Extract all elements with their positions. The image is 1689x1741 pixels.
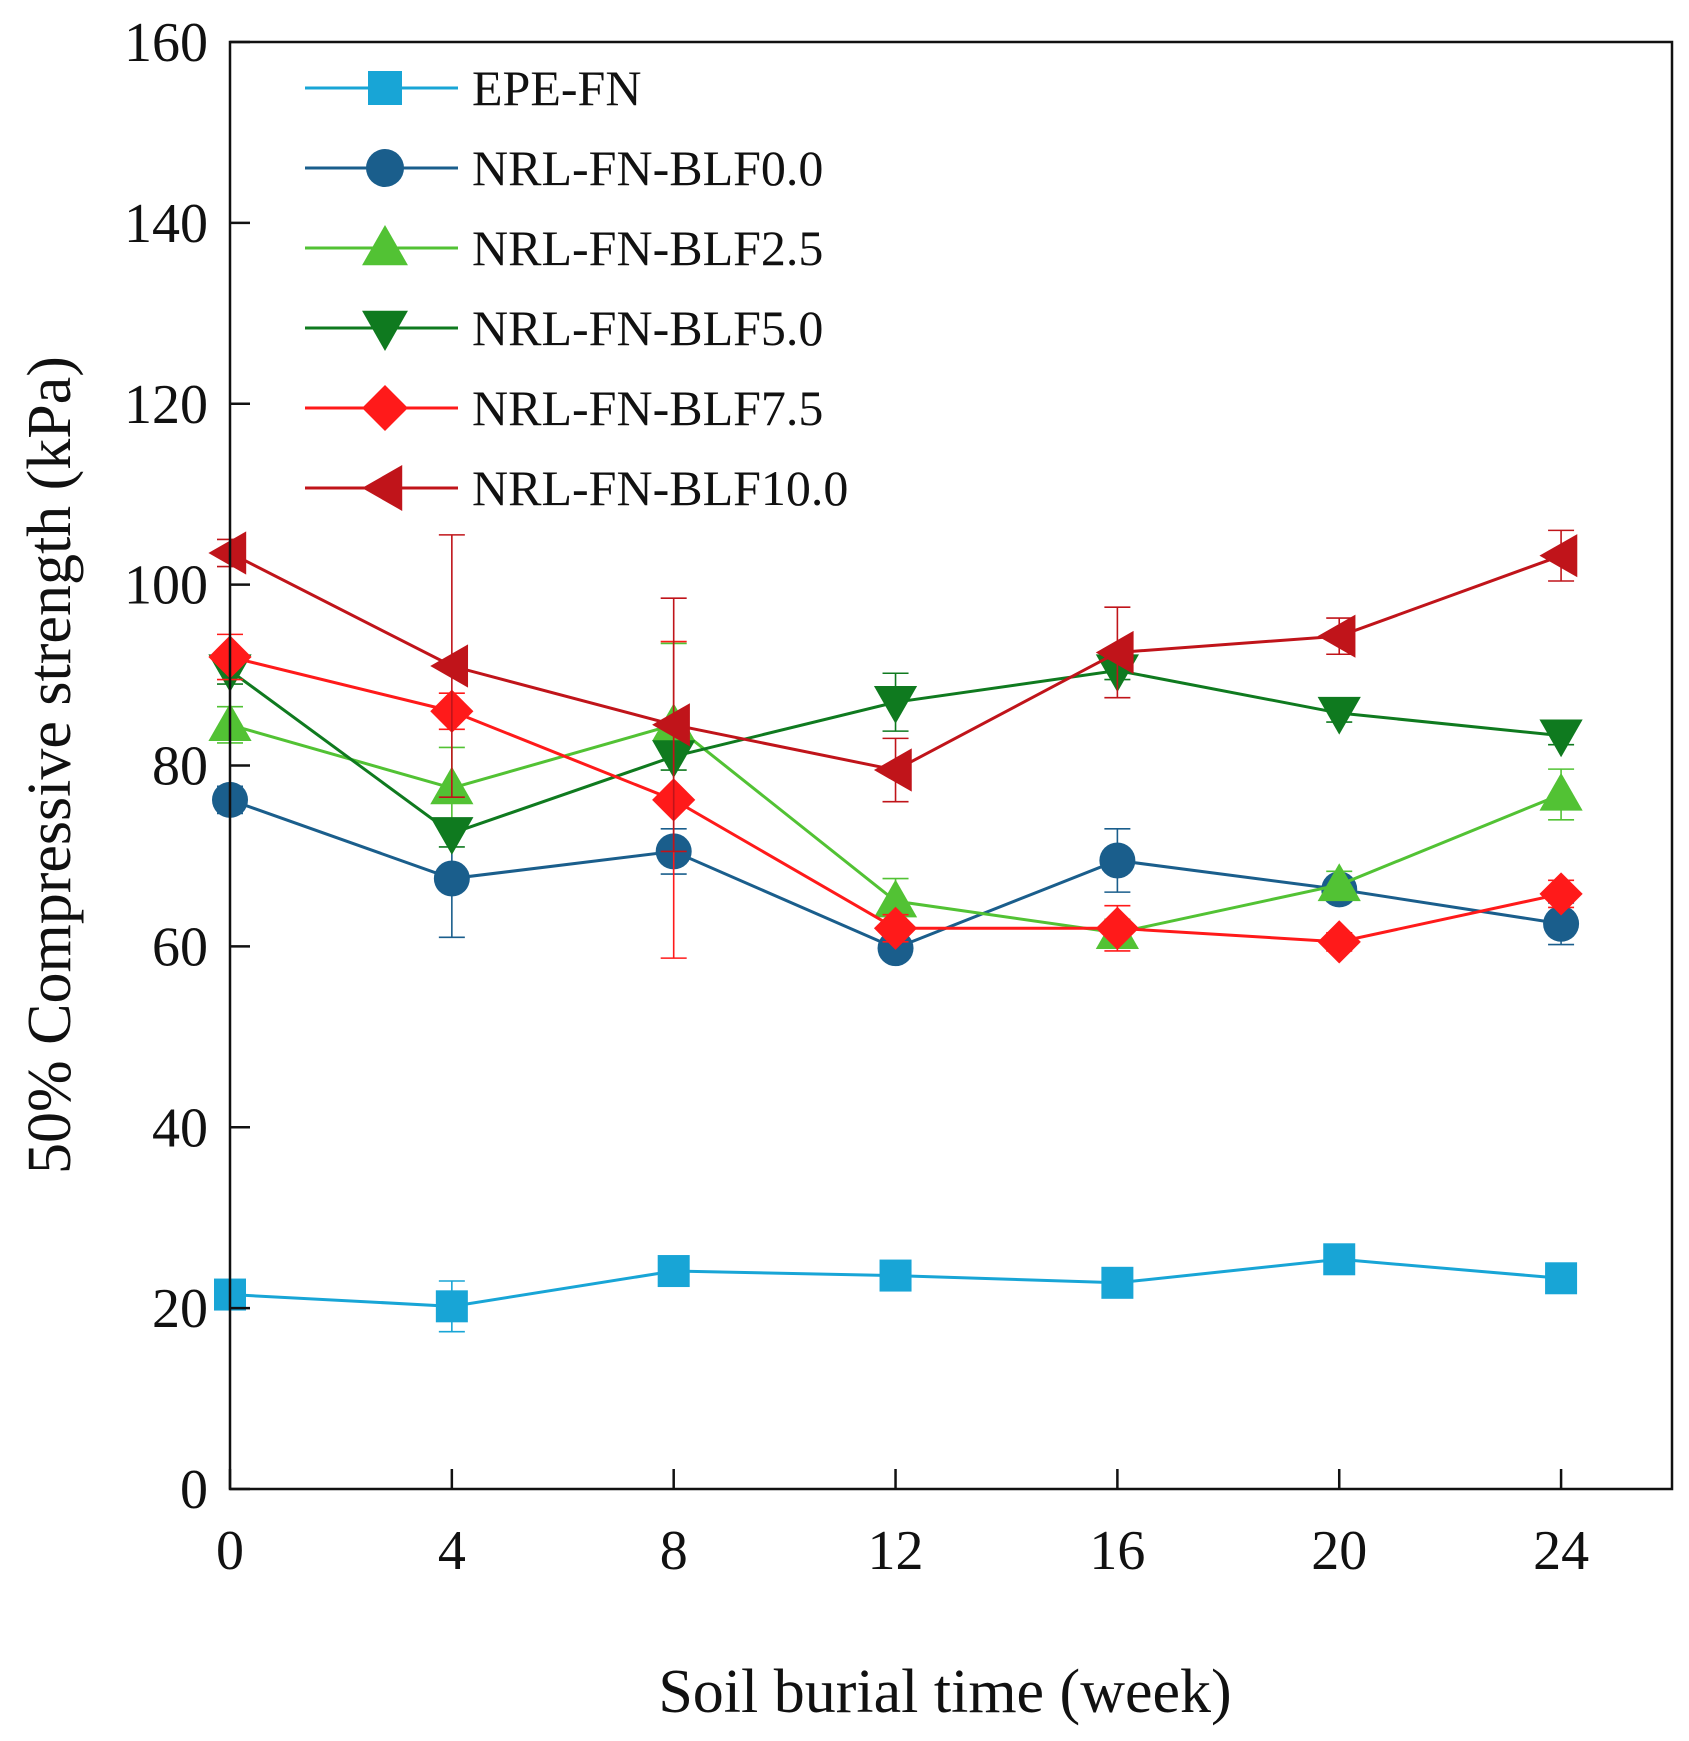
y-tick-label: 80 <box>152 736 208 798</box>
data-point <box>1539 872 1583 916</box>
data-point <box>873 879 918 918</box>
legend-marker <box>362 225 408 266</box>
legend-marker <box>362 385 408 431</box>
data-point <box>1101 1266 1134 1299</box>
data-point <box>430 817 474 855</box>
data-point <box>1543 905 1580 942</box>
legend-item: NRL-FN-BLF2.5 <box>305 220 823 276</box>
legend-item: NRL-FN-BLF7.5 <box>305 380 823 436</box>
data-point <box>1099 842 1136 879</box>
data-point <box>879 1259 912 1292</box>
data-point <box>1095 630 1134 675</box>
y-axis-title: 50% Compressive strength (kPa) <box>16 356 84 1174</box>
legend-label: NRL-FN-BLF0.0 <box>472 140 823 196</box>
y-tick-label: 60 <box>152 916 208 978</box>
series-EPE-FN <box>214 1243 1578 1333</box>
data-point <box>657 1255 690 1288</box>
y-tick-label: 40 <box>152 1097 208 1159</box>
legend-label: EPE-FN <box>472 60 641 116</box>
y-tick-label: 160 <box>124 12 208 74</box>
series-NRL-FN-BLF10.0 <box>208 529 1578 853</box>
legend-item: NRL-FN-BLF10.0 <box>305 460 848 516</box>
x-tick-label: 20 <box>1311 1520 1367 1582</box>
legend-label: NRL-FN-BLF7.5 <box>472 380 823 436</box>
data-point <box>873 748 912 792</box>
y-tick-label: 20 <box>152 1278 208 1340</box>
data-point <box>1323 1243 1356 1276</box>
legend-marker <box>366 149 404 187</box>
legend-label: NRL-FN-BLF10.0 <box>472 460 848 516</box>
data-point <box>873 906 918 950</box>
x-tick-label: 8 <box>660 1520 688 1582</box>
data-point <box>1095 906 1139 950</box>
data-point <box>873 685 918 724</box>
y-tick-label: 140 <box>124 193 208 255</box>
data-point <box>1539 534 1578 578</box>
legend-marker <box>368 71 402 105</box>
y-tick-label: 0 <box>180 1459 208 1521</box>
data-point <box>652 703 690 747</box>
data-point <box>1545 1262 1578 1295</box>
x-axis-title: Soil burial time (week) <box>658 1658 1231 1726</box>
data-point <box>208 531 247 575</box>
x-tick-label: 12 <box>868 1520 924 1582</box>
data-point <box>1317 920 1361 964</box>
data-point <box>1317 614 1356 658</box>
legend-item: NRL-FN-BLF5.0 <box>305 300 823 356</box>
axes-layer: 0 4 8 12 16 20 24 0 20 40 60 80 100 120 140 160 <box>124 12 1589 1582</box>
legend-item: NRL-FN-BLF0.0 <box>305 140 823 196</box>
y-tick-label: 100 <box>124 555 208 617</box>
legend-label: NRL-FN-BLF2.5 <box>472 220 823 276</box>
legend-label: NRL-FN-BLF5.0 <box>472 300 823 356</box>
data-point <box>430 644 469 688</box>
x-tick-label: 4 <box>438 1520 466 1582</box>
x-tick-label: 0 <box>216 1520 244 1582</box>
legend-item: EPE-FN <box>305 60 641 116</box>
legend-marker <box>362 465 403 511</box>
data-point <box>1539 719 1583 758</box>
x-tick-label: 16 <box>1089 1520 1145 1582</box>
y-tick-label: 120 <box>124 374 208 436</box>
legend: EPE-FN NRL-FN-BLF0.0 NRL-FN-BLF2.5 NRL-FN-B… <box>305 60 848 516</box>
data-point <box>435 1290 468 1323</box>
legend-marker <box>362 310 408 351</box>
data-point <box>1317 696 1361 735</box>
data-point <box>1539 772 1583 811</box>
data-point <box>433 860 470 897</box>
series-layer <box>208 529 1583 1333</box>
x-tick-label: 24 <box>1533 1520 1589 1582</box>
data-point <box>1317 863 1361 902</box>
